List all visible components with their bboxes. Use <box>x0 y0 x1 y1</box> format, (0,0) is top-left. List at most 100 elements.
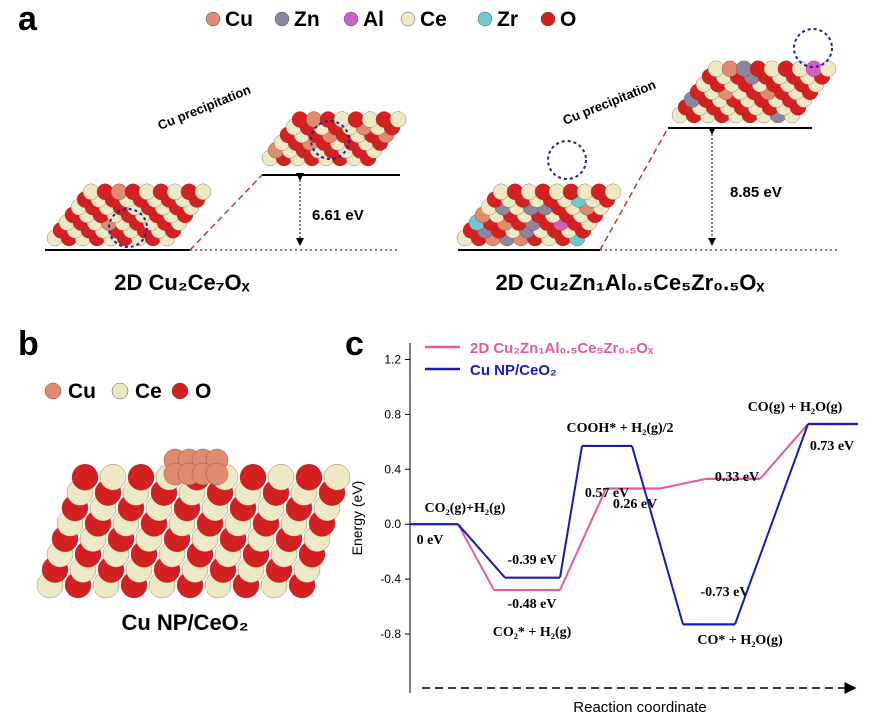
y-tick-label: 0.0 <box>384 517 401 531</box>
legend-label: O <box>560 8 576 31</box>
atom <box>805 60 823 77</box>
value-label: -0.48 eV <box>508 597 557 612</box>
atom <box>333 111 351 128</box>
atom <box>548 183 566 200</box>
value-label: 0.33 eV <box>715 470 759 485</box>
panel-label: a <box>18 0 38 38</box>
annotation: Cu precipitation <box>156 82 253 133</box>
caption: Cu NP/CeO₂ <box>121 610 248 635</box>
connector <box>734 423 809 625</box>
atom-models <box>36 28 837 599</box>
atom <box>267 464 295 491</box>
atom <box>347 111 365 128</box>
legend-label: Ce <box>420 8 447 31</box>
legend-swatch <box>540 11 556 27</box>
connector <box>457 523 495 591</box>
y-tick-label: 0.8 <box>384 407 401 421</box>
atom <box>124 183 142 200</box>
legend-swatch <box>171 382 189 400</box>
energy-label: 6.61 eV <box>312 207 364 224</box>
legend-swatch <box>477 11 493 27</box>
atom <box>562 183 580 200</box>
legend-label: Zn <box>294 8 320 31</box>
legend-label: Ce <box>135 380 162 403</box>
connector <box>559 445 583 578</box>
value-label: -0.39 eV <box>508 553 557 568</box>
atom <box>96 183 114 200</box>
legend-label: Cu NP/CeO₂ <box>470 362 557 379</box>
energy-label: 8.85 eV <box>730 184 782 201</box>
y-tick-label: -0.8 <box>380 627 401 641</box>
atom <box>295 464 323 491</box>
atom <box>576 183 594 200</box>
atom <box>492 183 510 200</box>
state-label: CO₂* + H₂(g) <box>493 625 572 640</box>
connector <box>659 477 707 490</box>
legend-label: 2D Cu₂Zn₁Al₀.₅Ce₅Zr₀.₅Oₓ <box>470 340 654 357</box>
legend-label: Cu <box>68 380 96 403</box>
legend-swatch <box>274 11 290 27</box>
atom <box>110 183 128 200</box>
legend-swatch <box>343 11 359 27</box>
atom <box>735 60 753 77</box>
legend-swatch <box>111 382 129 400</box>
legend-label: O <box>195 380 211 403</box>
atom <box>71 464 99 491</box>
atom <box>791 60 809 77</box>
atom <box>291 111 309 128</box>
atom <box>166 183 184 200</box>
atom <box>361 111 379 128</box>
connector <box>759 423 809 480</box>
annotation: Cu precipitation <box>561 77 658 128</box>
atom <box>763 60 781 77</box>
atom <box>506 183 524 200</box>
legend-label: Al <box>363 8 384 31</box>
value-label: -0.73 eV <box>701 585 750 600</box>
connector <box>457 523 506 579</box>
atom <box>389 111 407 128</box>
atom <box>180 183 198 200</box>
atom <box>590 183 608 200</box>
legend-swatch <box>400 11 416 27</box>
x-axis-label: Reaction coordinate <box>573 699 706 716</box>
atom <box>721 60 739 77</box>
state-label: CO₂(g)+H₂(g) <box>425 501 506 516</box>
atom <box>323 464 351 491</box>
legend-label: Cu <box>225 8 253 31</box>
y-tick-label: 1.2 <box>384 352 401 366</box>
caption: 2D Cu₂Ce₇Oₓ <box>114 270 250 295</box>
value-label: 0.57 eV <box>585 486 629 501</box>
y-tick-label: 0.4 <box>384 462 401 476</box>
atom <box>138 183 156 200</box>
atom <box>152 183 170 200</box>
panel-label: b <box>18 325 39 363</box>
state-label: COOH* + H₂(g)/2 <box>566 421 673 436</box>
atom <box>777 60 795 77</box>
highlight <box>310 120 350 160</box>
atom <box>305 111 323 128</box>
highlight <box>793 28 833 68</box>
diagram-lines <box>45 127 840 251</box>
highlight <box>547 140 587 180</box>
y-axis-label: Energy (eV) <box>349 481 365 556</box>
value-label: 0.73 eV <box>810 439 854 454</box>
atom <box>127 464 155 491</box>
state-label: CO* + H₂O(g) <box>697 633 783 648</box>
atom <box>319 111 337 128</box>
atom <box>205 462 229 486</box>
atom <box>604 183 622 200</box>
atom <box>534 183 552 200</box>
atom <box>749 60 767 77</box>
atom <box>194 183 212 200</box>
atom <box>707 60 725 77</box>
atom <box>82 183 100 200</box>
atom <box>819 60 837 77</box>
state-label: CO(g) + H₂O(g) <box>748 400 843 415</box>
value-label: 0 eV <box>417 533 444 548</box>
atom <box>375 111 393 128</box>
value-label: 0.26 eV <box>613 497 657 512</box>
caption: 2D Cu₂Zn₁Al₀.₅Ce₅Zr₀.₅Oₓ <box>496 270 766 295</box>
connector <box>631 445 684 625</box>
legend-swatch <box>44 382 62 400</box>
